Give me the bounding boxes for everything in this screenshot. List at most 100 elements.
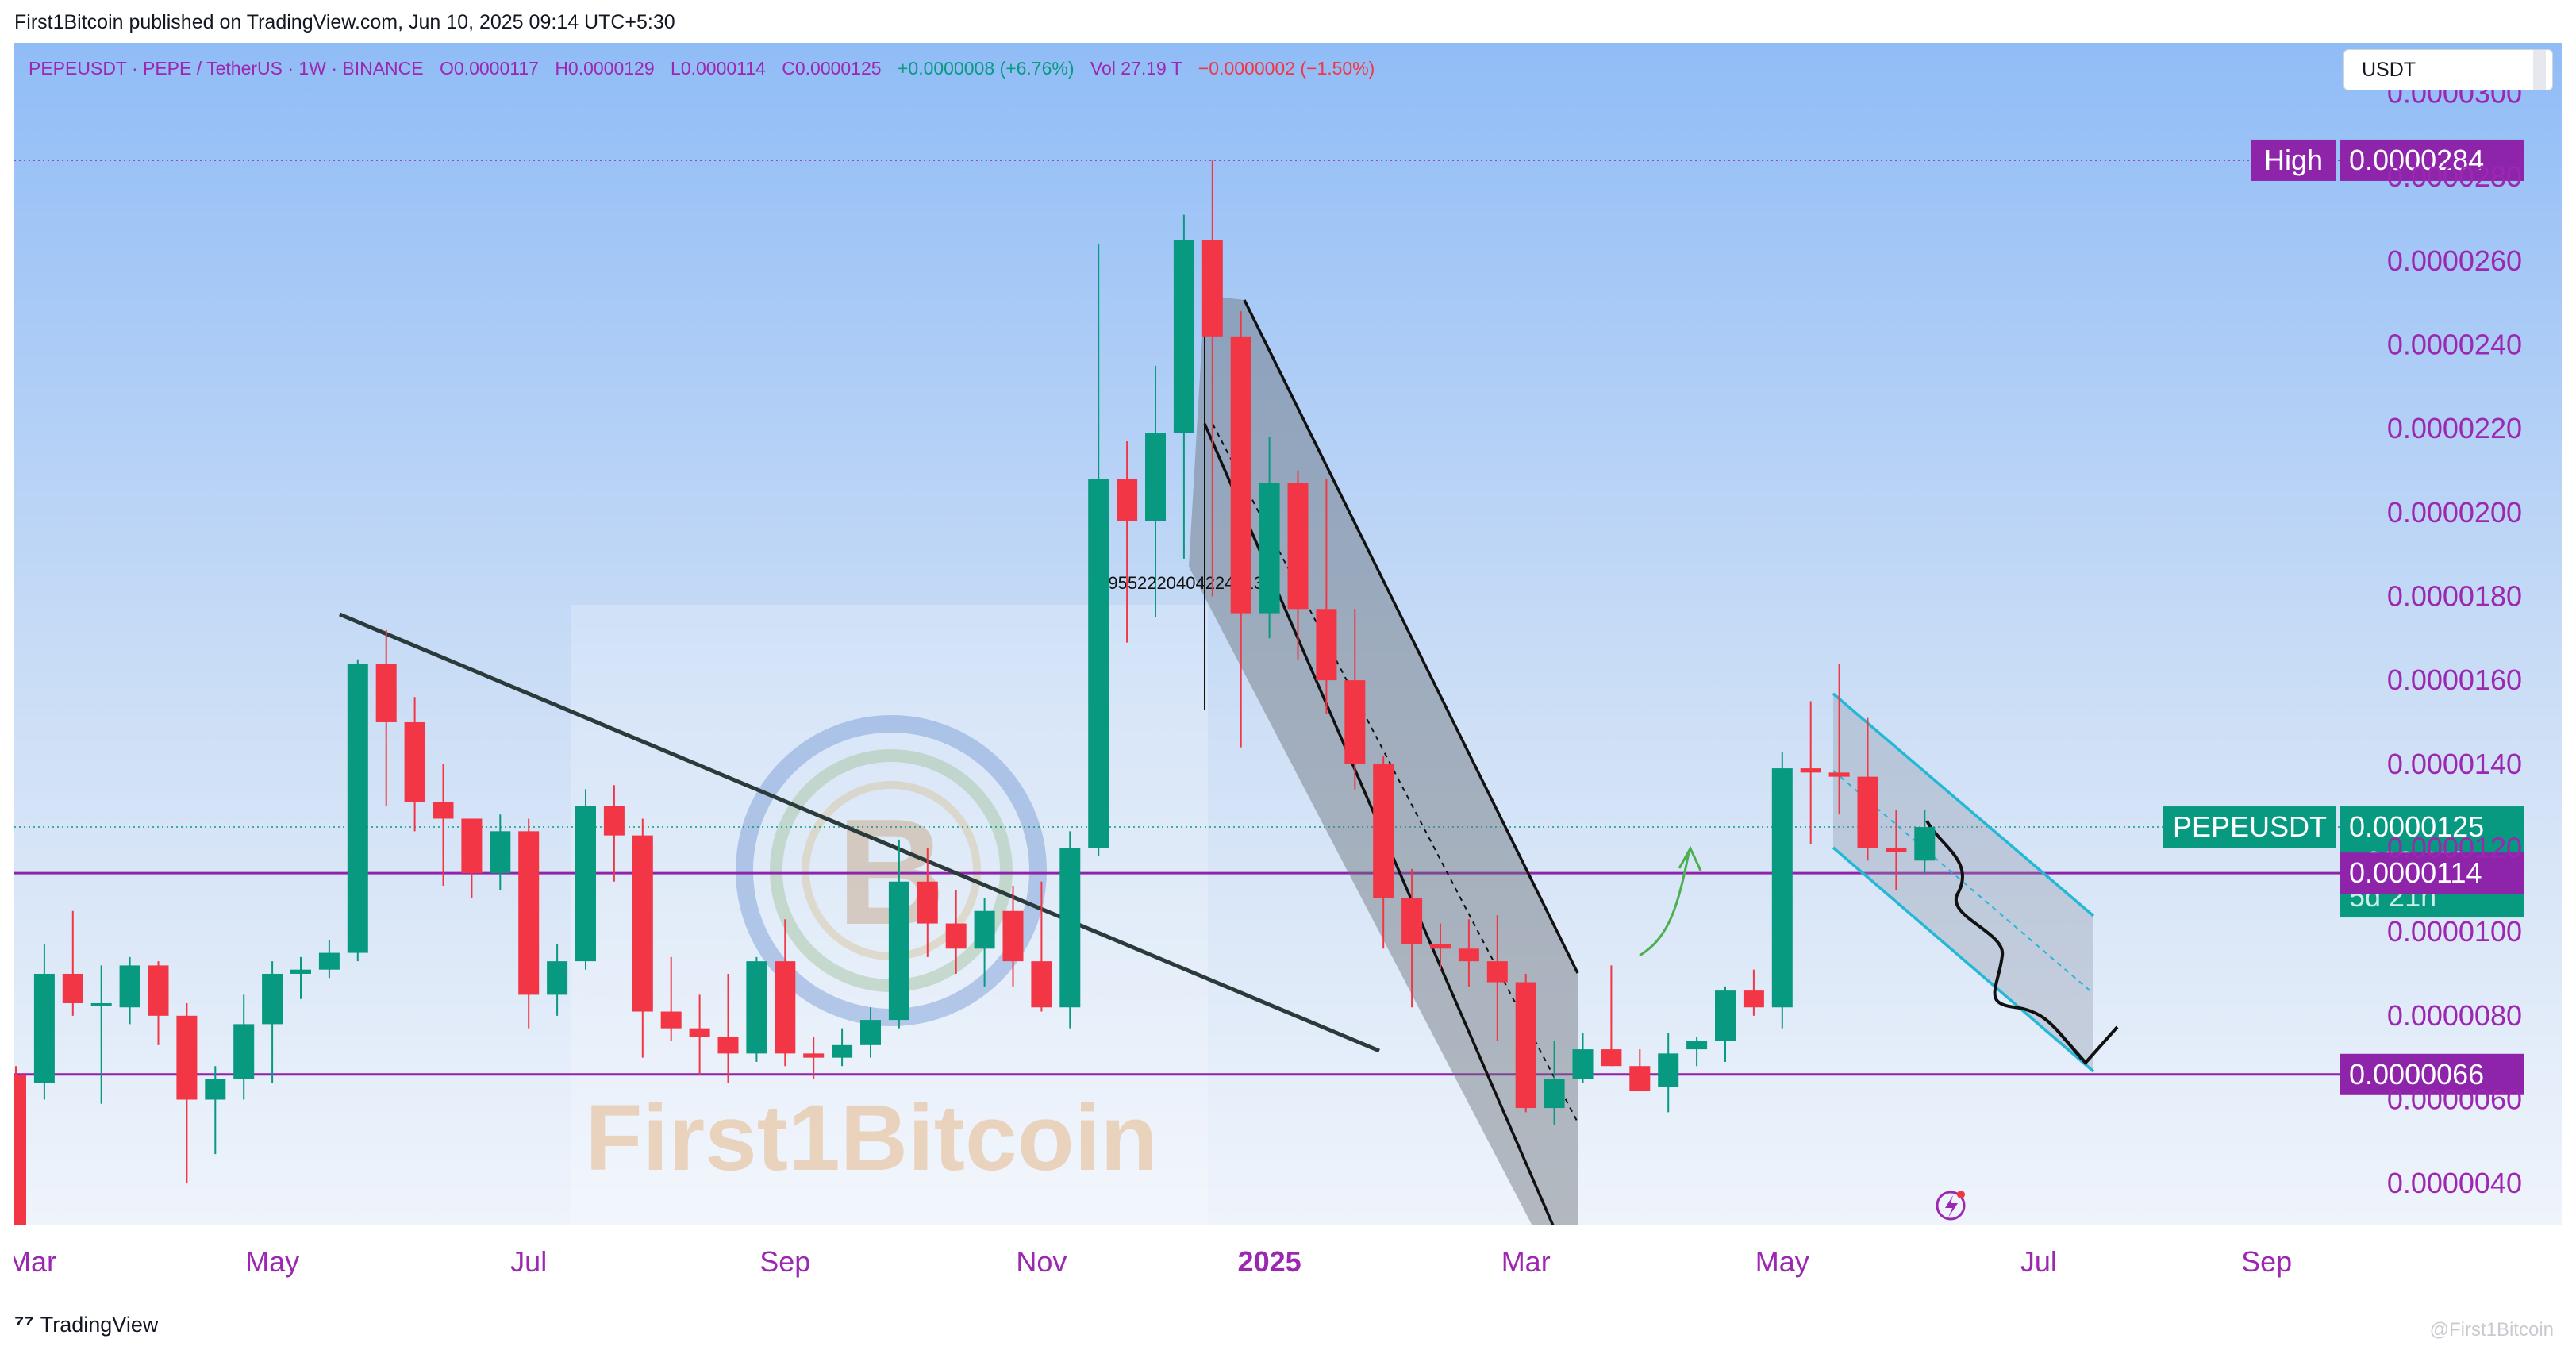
y-axis-tick-label: 0.0000180 [2387, 579, 2522, 612]
legend-symbol: PEPEUSDT · PEPE / TetherUS · 1W · BINANC… [29, 58, 424, 79]
candle-body [1201, 240, 1223, 337]
candle-body [1002, 910, 1024, 962]
candle-body [1601, 1049, 1622, 1067]
legend-open: O0.0000117 [440, 58, 539, 79]
candle-body [1629, 1066, 1651, 1091]
channel-mid-line [1212, 423, 1578, 1123]
candle-body [746, 961, 767, 1054]
candle-body [660, 1011, 682, 1029]
candle-body [603, 806, 625, 836]
legend-vol-change: −0.0000002 (−1.50%) [1198, 58, 1375, 79]
x-axis-tick-label: Mar [14, 1245, 56, 1278]
high-label-box [2251, 139, 2336, 181]
candle-body [803, 1053, 825, 1058]
candle-body [632, 835, 653, 1012]
legend-change: +0.0000008 (+6.76%) [898, 58, 1075, 79]
candle-body [233, 1024, 255, 1079]
y-axis-tick-label: 0.0000040 [2387, 1167, 2522, 1199]
candle-body [1259, 483, 1280, 614]
candle-body [518, 831, 540, 995]
candle-body [375, 663, 397, 722]
candle-body [717, 1037, 739, 1054]
candle-body [1743, 990, 1764, 1008]
green-projection-arrow [1639, 852, 1690, 957]
y-axis-tick-label: 0.0000220 [2387, 412, 2522, 444]
candle-body [832, 1044, 853, 1058]
candle-body [176, 1015, 198, 1100]
candle-body [860, 1020, 881, 1045]
lightning-bolt-icon [1945, 1195, 1958, 1217]
footer-brand: ⁷⁷ TradingView [14, 1311, 158, 1338]
candle-body [205, 1079, 226, 1100]
candle-body [62, 973, 83, 1003]
descending-trendline [339, 612, 1380, 1053]
chart-background [14, 43, 2562, 1302]
candle-body [1316, 609, 1337, 681]
recent-channel-upper [1832, 692, 2095, 917]
legend-low: L0.0000114 [671, 58, 766, 79]
footer-watermark: @First1Bitcoin [2429, 1319, 2554, 1341]
lightning-icon[interactable] [1936, 1191, 1966, 1221]
candle-body [404, 721, 425, 802]
x-axis-tick-label: May [245, 1245, 299, 1278]
y-axis-tick-label: 0.0000080 [2387, 999, 2522, 1032]
level-price-box [2340, 852, 2524, 894]
candle-body [1686, 1041, 1708, 1050]
x-axis-background [14, 1225, 2562, 1302]
y-axis-tick-label: 0.0000200 [2387, 496, 2522, 529]
candle-body [1230, 336, 1251, 614]
footer-brand-label: TradingView [40, 1312, 159, 1337]
y-axis-tick-label: 0.0000240 [2387, 328, 2522, 360]
candle-body [1088, 479, 1109, 848]
legend-close: C0.0000125 [782, 58, 881, 79]
candle-body [1544, 1079, 1565, 1109]
symbol-label-text: PEPEUSDT [2173, 810, 2327, 843]
black-projection-path [1925, 820, 2083, 1060]
candle-body [1117, 479, 1138, 521]
level-price-text: 0.0000114 [2349, 856, 2482, 889]
candle-body [1344, 680, 1366, 764]
y-axis-tick-label: 0.0000100 [2387, 915, 2522, 948]
candle-body [888, 881, 909, 1021]
candle-body [1914, 827, 1936, 861]
watermark-text: First1Bitcoin [585, 1086, 1157, 1191]
candle-body [1515, 982, 1536, 1109]
candle-body [148, 965, 169, 1016]
x-axis-tick-label: Sep [2241, 1245, 2292, 1278]
candle-body [1771, 768, 1793, 1008]
published-line: First1Bitcoin published on TradingView.c… [14, 11, 675, 33]
candle-body [1800, 768, 1821, 773]
y-axis-tick-label: 0.0000160 [2387, 664, 2522, 696]
currency-label: USDT [2362, 58, 2416, 81]
y-axis-tick-label: 0.0000120 [2387, 831, 2522, 864]
tradingview-logo-icon: ⁷⁷ [14, 1311, 34, 1337]
candle-body [14, 1074, 26, 1225]
currency-selector[interactable]: USDT [2343, 49, 2553, 90]
green-arrowhead-icon [1678, 845, 1702, 871]
notification-dot [1957, 1191, 1965, 1198]
level-price-box [2340, 1053, 2524, 1095]
price-chart[interactable]: B First1Bitcoin 0.9552220404224813 High0… [14, 43, 2562, 1302]
candle-body [461, 818, 483, 874]
candle-body [575, 806, 596, 962]
candle-body [1658, 1053, 1679, 1087]
candle-body [1145, 433, 1166, 521]
lightning-ring [1936, 1191, 1966, 1221]
y-axis-tick-label: 0.0000140 [2387, 748, 2522, 780]
y-axis-tick-label: 0.0000260 [2387, 244, 2522, 277]
candle-body [974, 910, 995, 949]
high-value-box [2340, 139, 2524, 181]
candle-body [1373, 764, 1394, 898]
candle-body [318, 952, 340, 970]
legend: PEPEUSDT · PEPE / TetherUS · 1W · BINANC… [29, 58, 1375, 79]
candle-body [1828, 772, 1850, 777]
candle-body [90, 1002, 112, 1006]
candle-body [917, 881, 938, 924]
recent-channel-lower [1832, 846, 2095, 1073]
x-axis-tick-label: Jul [2020, 1245, 2057, 1278]
candle-body [1031, 961, 1052, 1008]
high-value-text: 0.0000284 [2349, 144, 2484, 176]
x-axis-tick-label: Jul [510, 1245, 547, 1278]
candle-body [433, 802, 454, 819]
candle-body [945, 923, 967, 949]
